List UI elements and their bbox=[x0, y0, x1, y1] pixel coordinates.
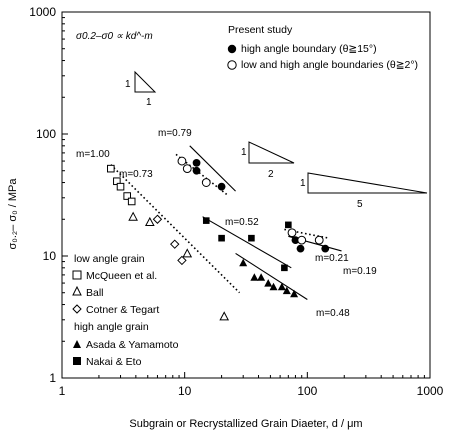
slope-triangle-1-2-rise-label: 1 bbox=[241, 147, 247, 158]
filled-triangle-point bbox=[239, 258, 248, 267]
y-tick-label: 100 bbox=[36, 127, 56, 141]
y-tick-label: 10 bbox=[43, 249, 57, 263]
data-points bbox=[107, 156, 330, 321]
tick-labels: 1 10 100 1000 1 10 100 1000 bbox=[29, 5, 443, 398]
legend-entry-asada: Asada & Yamamoto bbox=[86, 339, 179, 351]
filled-circle-point bbox=[291, 236, 300, 244]
filled-circle-point bbox=[192, 158, 201, 167]
fit-label-m019: m=0.19 bbox=[343, 266, 377, 277]
slope-triangle-1-1 bbox=[134, 70, 157, 93]
open-triangle-point bbox=[144, 216, 155, 226]
legend-open-circle-marker bbox=[227, 60, 237, 70]
plot-area bbox=[61, 11, 431, 379]
filled-square-point bbox=[285, 221, 292, 229]
legend-open-diamond-marker bbox=[72, 304, 82, 314]
open-square-point bbox=[123, 192, 131, 200]
open-circle-point bbox=[287, 228, 297, 238]
slope-triangle-1-2 bbox=[248, 141, 295, 164]
legend-top-entry-2: low and high angle boundaries (θ≧2°) bbox=[241, 59, 418, 71]
legend-top-entry-1: high angle boundary (θ≧15°) bbox=[241, 43, 377, 55]
filled-circle-point bbox=[217, 182, 226, 191]
fit-line bbox=[189, 145, 236, 192]
slope-triangle-1-5 bbox=[307, 172, 428, 194]
open-triangle-point bbox=[128, 211, 138, 221]
open-diamond-point bbox=[177, 255, 187, 266]
x-tick-label: 10 bbox=[178, 384, 192, 398]
open-circle-point bbox=[201, 178, 211, 187]
filled-square-point bbox=[218, 234, 225, 242]
legend-filled-circle-marker bbox=[227, 44, 237, 54]
legend-entry-nakai: Nakai & Eto bbox=[86, 356, 142, 368]
y-tick-label: 1000 bbox=[29, 5, 56, 19]
slope-triangle-1-1-rise-label: 1 bbox=[125, 79, 131, 90]
legend-open-triangle-marker bbox=[72, 285, 82, 296]
filled-triangle-point bbox=[250, 273, 259, 281]
filled-square-point bbox=[281, 264, 288, 272]
y-tick-label: 1 bbox=[49, 371, 56, 385]
legend-entry-cotner: Cotner & Tegart bbox=[86, 304, 159, 316]
legend-entry-mcqueen: McQueen et al. bbox=[86, 270, 157, 282]
open-circle-point bbox=[177, 156, 187, 166]
fit-label-m073: m=0.73 bbox=[119, 169, 153, 180]
legend-group-1-title: low angle grain bbox=[74, 253, 145, 265]
fit-line bbox=[202, 216, 292, 269]
x-tick-label: 1000 bbox=[417, 384, 444, 398]
fit-line bbox=[110, 164, 241, 294]
fit-label-m048: m=0.48 bbox=[316, 308, 350, 319]
filled-triangle-point bbox=[282, 286, 291, 295]
open-triangle-point bbox=[182, 248, 193, 258]
filled-triangle-point bbox=[290, 289, 299, 298]
fit-label-m100: m=1.00 bbox=[76, 149, 110, 160]
legend-filled-square-marker bbox=[73, 357, 81, 365]
open-diamond-point bbox=[152, 214, 163, 224]
fit-line bbox=[235, 252, 308, 300]
slope-triangle-1-2-run-label: 2 bbox=[268, 169, 274, 180]
x-tick-label: 100 bbox=[297, 384, 317, 398]
open-square-point bbox=[127, 197, 136, 206]
fit-label-m021: m=0.21 bbox=[315, 253, 349, 264]
x-axis-title: Subgrain or Recrystallized Grain Diaeter… bbox=[129, 418, 362, 430]
open-circle-point bbox=[182, 164, 192, 174]
filled-triangle-point bbox=[264, 279, 273, 287]
equation-label: σ0.2–σ0 ∝ kd^-m bbox=[76, 31, 153, 42]
legend-filled-triangle-marker bbox=[73, 340, 81, 348]
axis-ticks bbox=[61, 17, 425, 379]
legend-group-2-title: high angle grain bbox=[74, 321, 149, 333]
filled-triangle-point bbox=[269, 282, 278, 291]
filled-square-point bbox=[202, 217, 210, 224]
open-circle-point bbox=[297, 235, 307, 245]
filled-circle-point bbox=[321, 244, 330, 253]
legend-open-square-marker bbox=[72, 270, 82, 280]
filled-circle-point bbox=[296, 244, 305, 253]
filled-circle-point bbox=[192, 166, 201, 175]
open-square-point bbox=[116, 182, 125, 191]
open-diamond-point bbox=[170, 239, 180, 249]
slope-triangle-1-5-run-label: 5 bbox=[357, 199, 363, 210]
filled-triangle-point bbox=[277, 282, 286, 291]
open-triangle-point bbox=[219, 311, 230, 321]
legend-top-title: Present study bbox=[228, 24, 293, 36]
filled-square-point bbox=[248, 234, 255, 242]
slope-triangle-1-1-run-label: 1 bbox=[146, 97, 152, 108]
slope-triangle-1-5-rise-label: 1 bbox=[300, 178, 306, 189]
y-axis-title: σ₀.₂– σ₀ / MPa bbox=[7, 178, 19, 250]
filled-triangle-point bbox=[257, 273, 266, 281]
x-tick-label: 1 bbox=[59, 384, 66, 398]
fit-label-m052: m=0.52 bbox=[225, 217, 259, 228]
open-square-point bbox=[107, 164, 115, 173]
open-circle-point bbox=[314, 235, 324, 245]
fit-label-m079: m=0.79 bbox=[158, 128, 192, 139]
legend-entry-ball: Ball bbox=[86, 287, 104, 299]
